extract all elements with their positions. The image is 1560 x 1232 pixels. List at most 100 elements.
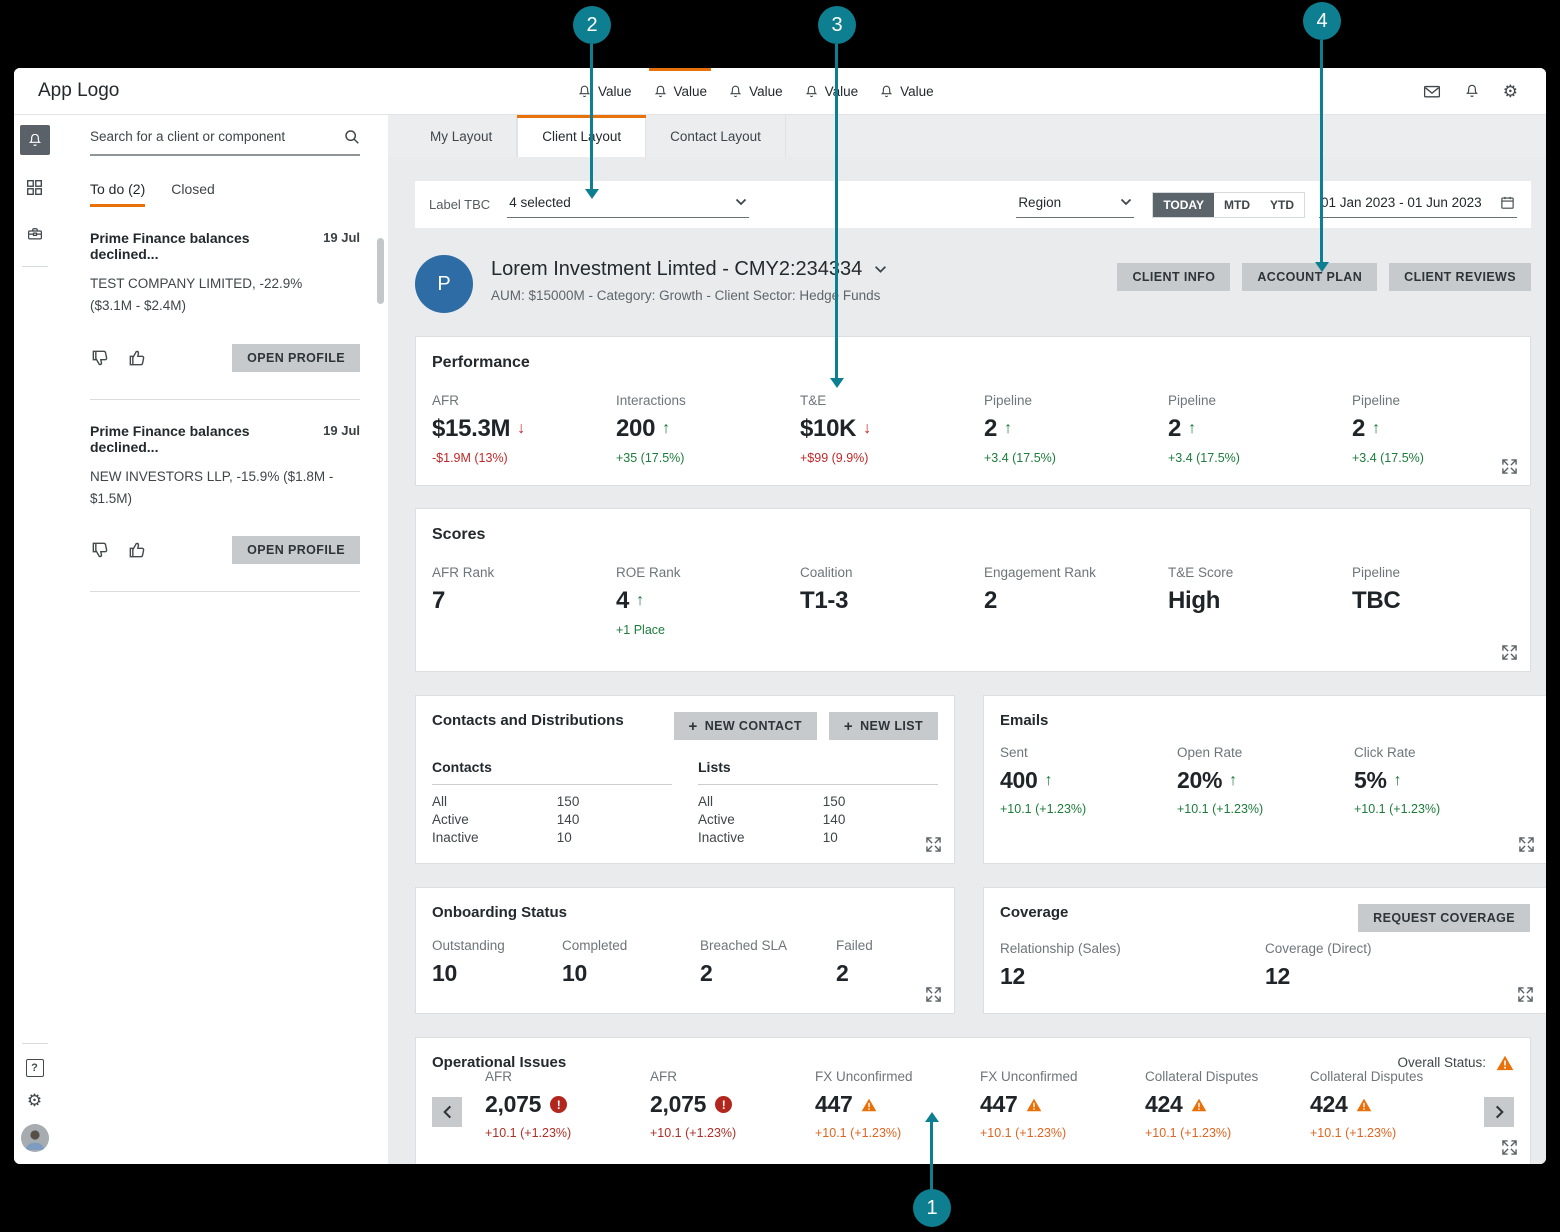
bell-icon xyxy=(577,84,592,99)
client-avatar: P xyxy=(415,255,473,313)
metric-value: 2 xyxy=(700,960,713,986)
envelope-icon[interactable] xyxy=(1423,84,1441,99)
period-today[interactable]: TODAY xyxy=(1153,192,1214,217)
todo-body: NEW INVESTORS LLP, -15.9% ($1.8M - $1.5M… xyxy=(90,468,334,506)
thumbs-up-icon[interactable] xyxy=(127,540,147,560)
operational-issues-card: Operational Issues Overall Status: AFR 2… xyxy=(415,1037,1531,1164)
card-title: Contacts and Distributions xyxy=(432,712,624,729)
expand-icon[interactable] xyxy=(926,837,941,852)
app-window: App Logo Value Value Value Value Value xyxy=(14,68,1546,1164)
thumbs-down-icon[interactable] xyxy=(90,348,110,368)
rail-notifications-button[interactable] xyxy=(19,125,50,155)
top-nav-label: Value xyxy=(824,83,859,99)
help-icon[interactable] xyxy=(25,1059,44,1077)
scrollbar-thumb[interactable] xyxy=(377,238,384,304)
date-range-picker[interactable]: 01 Jan 2023 - 01 Jun 2023 xyxy=(1319,192,1517,218)
up-arrow-icon: ↑ xyxy=(1044,771,1053,789)
tab-closed[interactable]: Closed xyxy=(171,181,215,197)
metric-label: Open Rate xyxy=(1177,745,1243,760)
carousel-prev-button[interactable] xyxy=(432,1096,462,1127)
filter-label: Label TBC xyxy=(429,197,491,212)
top-nav-item[interactable]: Value xyxy=(577,68,632,114)
metric-value: 424 xyxy=(1145,1091,1310,1118)
metric-label: FX Unconfirmed xyxy=(815,1069,913,1084)
ops-carousel: AFR 2,075 +10.1 (+1.23%) AFR 2,075 +10.1… xyxy=(432,1069,1514,1140)
client-name-dropdown[interactable]: Lorem Investment Limted - CMY2:234334 xyxy=(491,258,887,281)
carousel-next-button[interactable] xyxy=(1484,1096,1514,1127)
top-nav-item[interactable]: Value xyxy=(804,68,859,114)
up-arrow-icon: ↑ xyxy=(1372,420,1380,437)
client-reviews-button[interactable]: CLIENT REVIEWS xyxy=(1389,263,1531,291)
top-nav-item[interactable]: Value xyxy=(728,68,783,114)
metric-value: 447 xyxy=(815,1091,980,1118)
metric-collateral-disputes: Collateral Disputes 424 +10.1 (+1.23%) xyxy=(1310,1069,1475,1140)
contacts-card: Contacts and Distributions + NEW CONTACT … xyxy=(415,695,955,864)
date-range-value: 01 Jan 2023 - 01 Jun 2023 xyxy=(1321,194,1482,210)
search-icon[interactable] xyxy=(343,128,360,145)
new-list-button[interactable]: + NEW LIST xyxy=(828,712,938,740)
rail-dashboard-button[interactable] xyxy=(20,172,50,202)
todo-body: TEST COMPANY LIMITED, -22.9% ($3.1M - $2… xyxy=(90,276,303,313)
todo-date: 19 Jul xyxy=(323,422,360,438)
metric-delta: +3.4 (17.5%) xyxy=(1352,451,1424,465)
client-info-button[interactable]: CLIENT INFO xyxy=(1117,263,1231,291)
open-profile-button[interactable]: OPEN PROFILE xyxy=(232,343,360,372)
thumbs-down-icon[interactable] xyxy=(90,540,110,560)
metric-delta: +10.1 (+1.23%) xyxy=(1145,1126,1232,1140)
error-icon xyxy=(550,1096,568,1113)
metric-label: Completed xyxy=(562,938,628,953)
region-dropdown[interactable]: Region xyxy=(1016,192,1135,218)
metric-value: T1-3 xyxy=(800,587,849,614)
expand-icon[interactable] xyxy=(1502,459,1517,474)
tab-todo[interactable]: To do (2) xyxy=(90,181,146,207)
search-input[interactable] xyxy=(90,129,343,144)
tab-contact-layout[interactable]: Contact Layout xyxy=(646,115,786,157)
metric-label: Coverage (Direct) xyxy=(1265,941,1372,956)
metric-value: 12 xyxy=(1265,963,1290,989)
expand-icon[interactable] xyxy=(1518,987,1533,1002)
top-nav-item-active[interactable]: Value xyxy=(648,68,711,114)
up-arrow-icon: ↑ xyxy=(1229,771,1237,789)
expand-icon[interactable] xyxy=(1502,645,1517,660)
tab-client-layout[interactable]: Client Layout xyxy=(517,115,647,157)
metric-delta: +10.1 (+1.23%) xyxy=(485,1126,572,1140)
multiselect-dropdown[interactable]: 4 selected xyxy=(507,192,750,218)
metric-label: AFR xyxy=(650,1069,677,1084)
bell-icon[interactable] xyxy=(1464,83,1480,99)
metric-label: Click Rate xyxy=(1354,745,1416,760)
new-contact-button[interactable]: + NEW CONTACT xyxy=(673,712,817,740)
metric-value: 4 ↑ xyxy=(616,587,644,614)
metric-coverage-direct: Coverage (Direct) 12 xyxy=(1265,941,1530,990)
top-nav: Value Value Value Value Value xyxy=(577,68,934,114)
expand-icon[interactable] xyxy=(926,987,941,1002)
period-ytd[interactable]: YTD xyxy=(1270,197,1294,212)
metric-value: 2 xyxy=(836,960,849,986)
expand-icon[interactable] xyxy=(1502,1140,1517,1155)
metric-value: $10K ↓ xyxy=(800,415,871,442)
open-profile-button[interactable]: OPEN PROFILE xyxy=(232,536,360,565)
onboarding-card: Onboarding Status Outstanding 10 Complet… xyxy=(415,887,955,1014)
rail-portfolio-button[interactable] xyxy=(20,219,50,249)
request-coverage-button[interactable]: REQUEST COVERAGE xyxy=(1358,904,1530,932)
chevron-down-icon xyxy=(1120,198,1132,206)
expand-icon[interactable] xyxy=(1519,837,1534,852)
gear-icon[interactable]: ⚙ xyxy=(1502,81,1518,101)
sidebar-tabs: To do (2) Closed xyxy=(90,181,360,207)
sidebar-content: To do (2) Closed Prime Finance balances … xyxy=(55,115,388,1164)
top-nav-item[interactable]: Value xyxy=(879,68,934,114)
gear-icon[interactable]: ⚙ xyxy=(26,1091,43,1110)
warning-icon xyxy=(1496,1055,1514,1071)
scores-card: Scores AFR Rank 7 ROE Rank 4 ↑ +1 Place C… xyxy=(415,508,1531,672)
metric-row: AFR Rank 7 ROE Rank 4 ↑ +1 Place Coalitio… xyxy=(432,565,1514,637)
up-arrow-icon: ↑ xyxy=(1393,771,1402,789)
account-plan-button[interactable]: ACCOUNT PLAN xyxy=(1242,263,1378,291)
metric-label: AFR xyxy=(485,1069,512,1084)
thumbs-up-icon[interactable] xyxy=(127,348,147,368)
metric-collateral-disputes: Collateral Disputes 424 +10.1 (+1.23%) xyxy=(1145,1069,1310,1140)
tab-my-layout[interactable]: My Layout xyxy=(406,115,518,157)
period-mtd[interactable]: MTD xyxy=(1224,197,1250,212)
metric-value: 200 ↑ xyxy=(616,415,670,442)
user-avatar[interactable] xyxy=(20,1124,49,1152)
card-title: Operational Issues xyxy=(432,1054,567,1071)
metric-afr: AFR $15.3M ↓ -$1.9M (13%) xyxy=(432,393,616,465)
